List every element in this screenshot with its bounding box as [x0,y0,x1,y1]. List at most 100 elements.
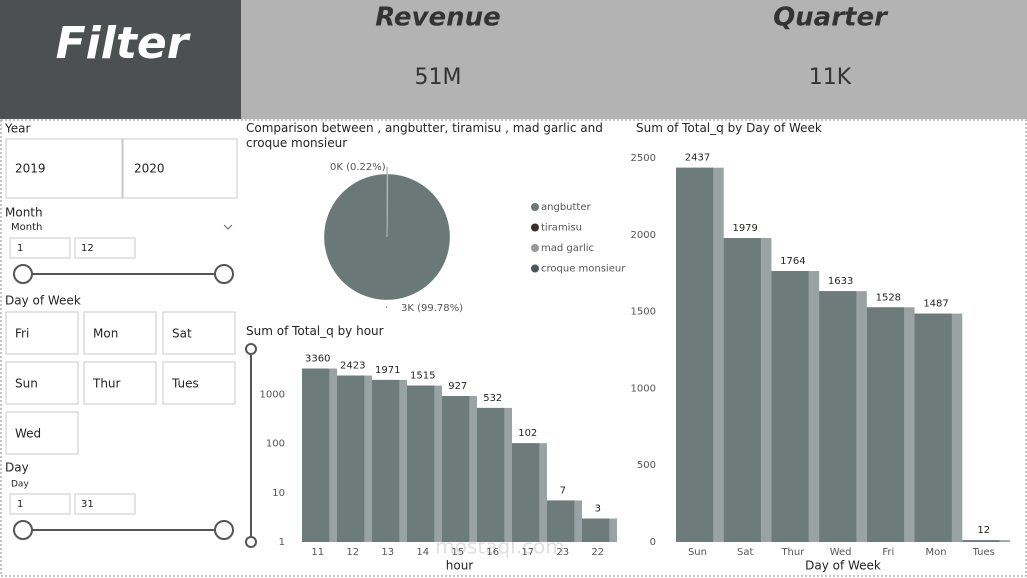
day-option[interactable]: Wed [15,427,41,441]
bar [866,307,905,542]
bar [302,368,330,542]
y-tick-label: 100 [266,439,285,450]
range-input[interactable] [74,237,136,259]
legend-label: tiramisu [541,223,582,234]
bar [723,238,761,542]
legend-label: croque monsieur [541,264,626,275]
x-tick-label: 14 [416,547,429,558]
day-option[interactable]: Fri [15,327,29,341]
data-label: 1487 [923,299,948,310]
chart-title: Comparison between , angbutter, tiramisu… [246,121,603,150]
filter-header-bg [0,0,241,119]
data-label: 12 [977,525,990,536]
x-tick-label: Wed [830,547,852,558]
y-tick-label: 1500 [631,307,656,318]
day-button[interactable] [162,311,236,355]
slider-handle[interactable] [214,264,234,284]
data-label: 7 [560,485,566,496]
day-button[interactable] [83,311,157,355]
range-max[interactable]: 31 [81,499,94,510]
bar [442,396,470,542]
x-tick-label: Sat [737,547,753,558]
x-tick-label: 11 [311,547,324,558]
year-option[interactable]: 2020 [134,162,165,176]
day-of-week-buttons: Fri Mon Sat Sun Thur Tues Wed [5,311,236,455]
y-tick-label: 10 [272,488,285,499]
year-button[interactable] [5,138,123,199]
day-option[interactable]: Sat [172,327,192,341]
data-label: 0K (0.22%) [330,162,386,173]
range-input[interactable] [74,493,136,515]
legend-label: angbutter [541,202,591,213]
legend-marker [531,244,539,252]
day-option[interactable]: Sun [15,377,38,391]
slider-handle[interactable] [13,520,33,540]
day-option[interactable]: Thur [92,377,121,391]
border [0,119,1027,577]
data-label: 102 [518,428,537,439]
chevron[interactable] [223,224,233,230]
slider-handle[interactable] [214,520,234,540]
x-tick-label: Mon [925,547,946,558]
day-button[interactable] [5,311,79,355]
range-min[interactable]: 1 [17,499,23,510]
bar [372,379,400,542]
filter-label: Month [5,206,43,220]
legend-marker [531,264,539,273]
legend-marker [531,223,539,232]
range-max[interactable]: 12 [81,243,94,254]
x-tick-label: 23 [556,547,569,558]
x-tick-label: 22 [591,547,604,558]
data-label: 1633 [828,276,853,287]
chart-title: Sum of Total_q by hour [246,324,384,338]
filter-label: Day [5,461,29,475]
data-label: 1979 [732,223,757,234]
day-button[interactable] [5,411,79,455]
legend-marker [531,203,539,211]
day-button[interactable] [162,361,236,405]
data-label: 3K (99.78%) [401,303,463,314]
card-value: 51M [415,65,462,90]
data-label: 927 [448,381,467,392]
card-label: Revenue [375,3,501,33]
x-tick-label: Thur [780,547,805,558]
filter-label: Year [4,122,30,136]
bar [676,167,714,542]
day-button[interactable] [5,361,79,405]
x-tick-label: Sun [688,547,707,558]
y-tick-label: 1000 [631,383,656,394]
pie-slice [323,173,451,301]
data-label: 1764 [780,256,805,267]
slider-handle[interactable] [245,536,257,548]
day-option[interactable]: Mon [93,327,118,341]
data-label: 1971 [375,365,400,376]
y-tick-label: 500 [637,460,656,471]
legend-label: mad garlic [541,243,594,254]
x-tick-label: 17 [521,547,534,558]
x-tick-label: Tues [972,547,995,558]
bar [914,313,952,542]
data-label: 3360 [305,354,330,365]
bar [337,375,365,542]
bar [407,385,435,542]
data-label: 2423 [340,361,365,372]
range-min[interactable]: 1 [17,243,23,254]
bar [477,407,505,542]
x-tick-label: 13 [381,547,394,558]
range-input[interactable] [9,237,71,259]
x-axis-label: hour [446,559,474,573]
slider-handle[interactable] [13,264,33,284]
day-button[interactable] [83,361,157,405]
year-option[interactable]: 2019 [15,162,46,176]
y-tick-label: 1000 [260,389,285,400]
range-input[interactable] [9,493,71,515]
slider-handle[interactable] [245,343,257,355]
header-title: Filter [56,18,191,69]
y-tick-label: 2000 [631,230,656,241]
bar [962,540,1000,542]
bar [512,443,540,542]
year-button[interactable] [122,138,238,199]
day-option[interactable]: Tues [171,377,199,391]
chart-title: Sum of Total_q by Day of Week [636,121,822,135]
